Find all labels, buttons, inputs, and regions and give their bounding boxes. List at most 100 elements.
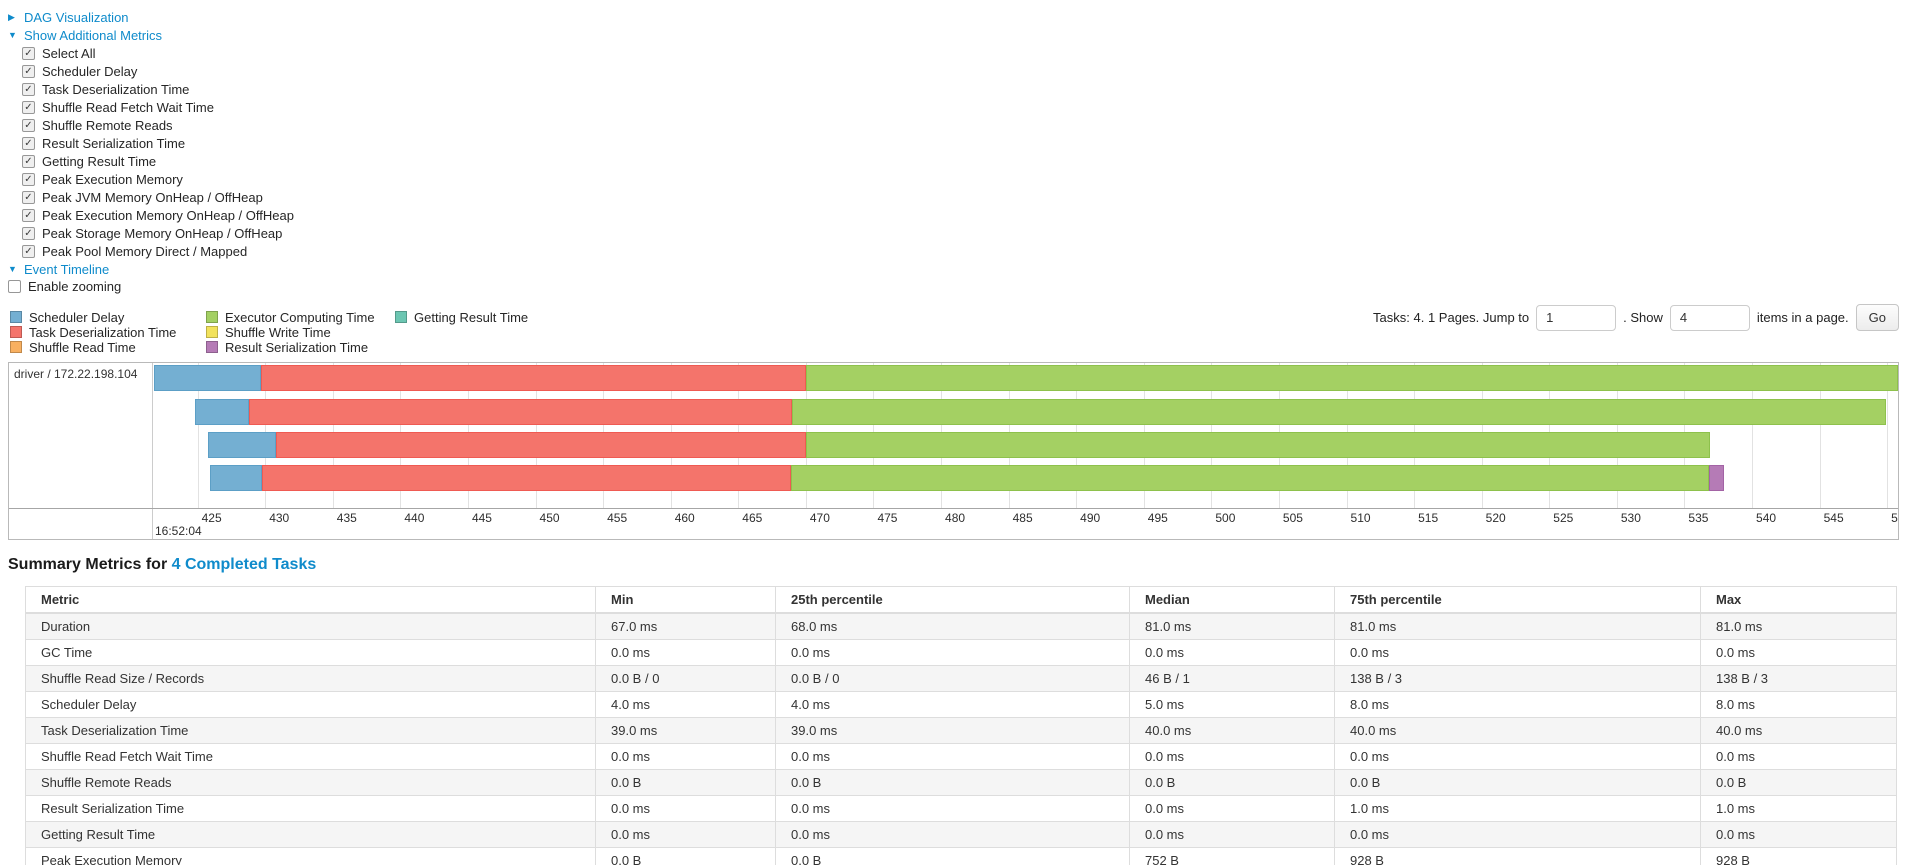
metric-checkbox-peak-storage-memory-onheap-offheap[interactable]: ✓ Peak Storage Memory OnHeap / OffHeap bbox=[22, 224, 1899, 242]
checkbox-checked-icon[interactable]: ✓ bbox=[22, 100, 35, 114]
timeline-legend: Scheduler Delay Task Deserialization Time… bbox=[10, 310, 528, 355]
metric-value-cell: 0.0 B bbox=[595, 847, 776, 865]
metric-checkbox-getting-result-time[interactable]: ✓ Getting Result Time bbox=[22, 152, 1899, 170]
metric-checkbox-label: Shuffle Remote Reads bbox=[42, 117, 173, 133]
checkbox-checked-icon[interactable]: ✓ bbox=[22, 82, 35, 96]
task-bar-segment-executor-computing[interactable] bbox=[805, 365, 1898, 391]
event-timeline-label: Event Timeline bbox=[24, 261, 110, 277]
metric-checkbox-peak-execution-memory[interactable]: ✓ Peak Execution Memory bbox=[22, 170, 1899, 188]
legend-swatch-shuffle-read-time-icon bbox=[10, 341, 22, 353]
checkbox-checked-icon[interactable]: ✓ bbox=[22, 46, 35, 60]
metric-value-cell: 0.0 ms bbox=[595, 821, 776, 848]
metric-value-cell: 68.0 ms bbox=[775, 612, 1130, 640]
metric-name-cell: Peak Execution Memory bbox=[25, 847, 596, 865]
metric-value-cell: 40.0 ms bbox=[1129, 717, 1335, 744]
metric-name-cell: Result Serialization Time bbox=[25, 795, 596, 822]
metric-value-cell: 0.0 ms bbox=[595, 743, 776, 770]
metric-value-cell: 0.0 ms bbox=[1129, 743, 1335, 770]
checkbox-checked-icon[interactable]: ✓ bbox=[22, 190, 35, 204]
legend-swatch-result-serialization-time-icon bbox=[206, 341, 218, 353]
metric-value-cell: 0.0 ms bbox=[1334, 743, 1701, 770]
checkbox-checked-icon[interactable]: ✓ bbox=[22, 208, 35, 222]
metric-checkbox-peak-execution-memory-onheap-offheap[interactable]: ✓ Peak Execution Memory OnHeap / OffHeap bbox=[22, 206, 1899, 224]
metric-checkbox-shuffle-remote-reads[interactable]: ✓ Shuffle Remote Reads bbox=[22, 116, 1899, 134]
column-header-25th-percentile: 25th percentile bbox=[775, 586, 1130, 614]
checkbox-checked-icon[interactable]: ✓ bbox=[22, 136, 35, 150]
task-bar-segment-task-deserialization[interactable] bbox=[261, 365, 806, 391]
task-bar-segment-result-serialization[interactable] bbox=[1708, 465, 1724, 491]
show-additional-metrics-toggle[interactable]: ▼ Show Additional Metrics bbox=[8, 26, 1899, 44]
task-bar-segment-task-deserialization[interactable] bbox=[262, 465, 791, 491]
checkbox-checked-icon[interactable]: ✓ bbox=[22, 172, 35, 186]
task-bar-segment-scheduler-delay[interactable] bbox=[154, 365, 262, 391]
enable-zooming-row[interactable]: Enable zooming bbox=[8, 278, 1899, 294]
axis-tick-label: 435 bbox=[336, 511, 357, 525]
event-timeline-toggle[interactable]: ▼ Event Timeline bbox=[8, 260, 1899, 278]
dag-visualization-toggle[interactable]: ▶ DAG Visualization bbox=[8, 8, 1899, 26]
legend-swatch-shuffle-write-time-icon bbox=[206, 326, 218, 338]
metric-checkbox-shuffle-read-fetch-wait-time[interactable]: ✓ Shuffle Read Fetch Wait Time bbox=[22, 98, 1899, 116]
table-header-row: Metric Min 25th percentile Median 75th perce… bbox=[25, 586, 1897, 614]
legend-label: Task Deserialization Time bbox=[29, 324, 177, 340]
task-bar-segment-scheduler-delay[interactable] bbox=[209, 465, 263, 491]
metric-value-cell: 0.0 ms bbox=[595, 795, 776, 822]
metric-checkbox-peak-jvm-memory-onheap-offheap[interactable]: ✓ Peak JVM Memory OnHeap / OffHeap bbox=[22, 188, 1899, 206]
table-row-gc-time: GC Time 0.0 ms 0.0 ms 0.0 ms 0.0 ms 0.0 ms bbox=[25, 639, 1897, 666]
task-bar-segment-task-deserialization[interactable] bbox=[276, 432, 806, 458]
completed-tasks-link[interactable]: 4 Completed Tasks bbox=[171, 556, 317, 573]
axis-tick-label: 445 bbox=[471, 511, 492, 525]
column-header-metric: Metric bbox=[25, 586, 596, 614]
checkbox-checked-icon[interactable]: ✓ bbox=[22, 118, 35, 132]
checkbox-checked-icon[interactable]: ✓ bbox=[22, 244, 35, 258]
metric-value-cell: 81.0 ms bbox=[1334, 612, 1701, 640]
checkbox-checked-icon[interactable]: ✓ bbox=[22, 64, 35, 78]
metric-value-cell: 0.0 ms bbox=[1129, 639, 1335, 666]
summary-metrics-heading: Summary Metrics for 4 Completed Tasks bbox=[8, 556, 1899, 574]
go-button[interactable]: Go bbox=[1855, 304, 1899, 331]
metric-checkbox-label: Shuffle Read Fetch Wait Time bbox=[42, 99, 214, 115]
metric-name-cell: GC Time bbox=[25, 639, 596, 666]
jump-to-page-input[interactable] bbox=[1536, 304, 1617, 331]
legend-label: Result Serialization Time bbox=[225, 339, 369, 355]
items-per-page-input[interactable] bbox=[1669, 304, 1750, 331]
task-bar-segment-scheduler-delay[interactable] bbox=[208, 432, 276, 458]
metric-checkbox-peak-pool-memory-direct-mapped[interactable]: ✓ Peak Pool Memory Direct / Mapped bbox=[22, 242, 1899, 260]
additional-metrics-checkbox-list: ✓ Select All ✓ Scheduler Delay ✓ Task Deseria… bbox=[22, 44, 1899, 260]
task-bar-segment-executor-computing[interactable] bbox=[790, 465, 1709, 491]
metric-value-cell: 0.0 ms bbox=[775, 639, 1130, 666]
checkbox-checked-icon[interactable]: ✓ bbox=[22, 154, 35, 168]
metric-value-cell: 0.0 B bbox=[595, 769, 776, 796]
metric-value-cell: 46 B / 1 bbox=[1129, 665, 1335, 692]
task-bar-segment-executor-computing[interactable] bbox=[792, 399, 1886, 425]
column-header-75th-percentile: 75th percentile bbox=[1334, 586, 1701, 614]
metric-value-cell: 81.0 ms bbox=[1129, 612, 1335, 640]
metric-checkbox-select-all[interactable]: ✓ Select All bbox=[22, 44, 1899, 62]
legend-item-executor-computing-time: Executor Computing Time bbox=[206, 310, 381, 325]
checkbox-unchecked-icon[interactable] bbox=[8, 279, 21, 293]
expanded-arrow-icon: ▼ bbox=[8, 264, 17, 274]
axis-tick-label: 480 bbox=[945, 511, 966, 525]
metric-value-cell: 0.0 ms bbox=[775, 795, 1130, 822]
column-header-max: Max bbox=[1700, 586, 1897, 614]
metric-checkbox-result-serialization-time[interactable]: ✓ Result Serialization Time bbox=[22, 134, 1899, 152]
axis-tick-label: 535 bbox=[1688, 511, 1709, 525]
task-bar-segment-task-deserialization[interactable] bbox=[248, 399, 793, 425]
axis-tick-label: 460 bbox=[674, 511, 695, 525]
metric-name-cell: Duration bbox=[25, 612, 596, 640]
metric-value-cell: 1.0 ms bbox=[1700, 795, 1897, 822]
metric-value-cell: 0.0 ms bbox=[1334, 821, 1701, 848]
metric-value-cell: 0.0 B / 0 bbox=[775, 665, 1130, 692]
metric-checkbox-scheduler-delay[interactable]: ✓ Scheduler Delay bbox=[22, 62, 1899, 80]
task-bar-segment-executor-computing[interactable] bbox=[805, 432, 1711, 458]
metric-value-cell: 0.0 ms bbox=[775, 821, 1130, 848]
checkbox-checked-icon[interactable]: ✓ bbox=[22, 226, 35, 240]
axis-tick-area: 16:52:04 425 430 435 440 445 450 455 460 465 470 4… bbox=[153, 509, 1898, 539]
metric-checkbox-label: Task Deserialization Time bbox=[42, 81, 190, 97]
task-bar-segment-scheduler-delay[interactable] bbox=[194, 399, 249, 425]
column-header-median: Median bbox=[1129, 586, 1335, 614]
metric-checkbox-task-deserialization-time[interactable]: ✓ Task Deserialization Time bbox=[22, 80, 1899, 98]
legend-item-task-deserialization-time: Task Deserialization Time bbox=[10, 324, 192, 340]
metric-name-cell: Getting Result Time bbox=[25, 821, 596, 848]
axis-tick-label: 475 bbox=[877, 511, 898, 525]
